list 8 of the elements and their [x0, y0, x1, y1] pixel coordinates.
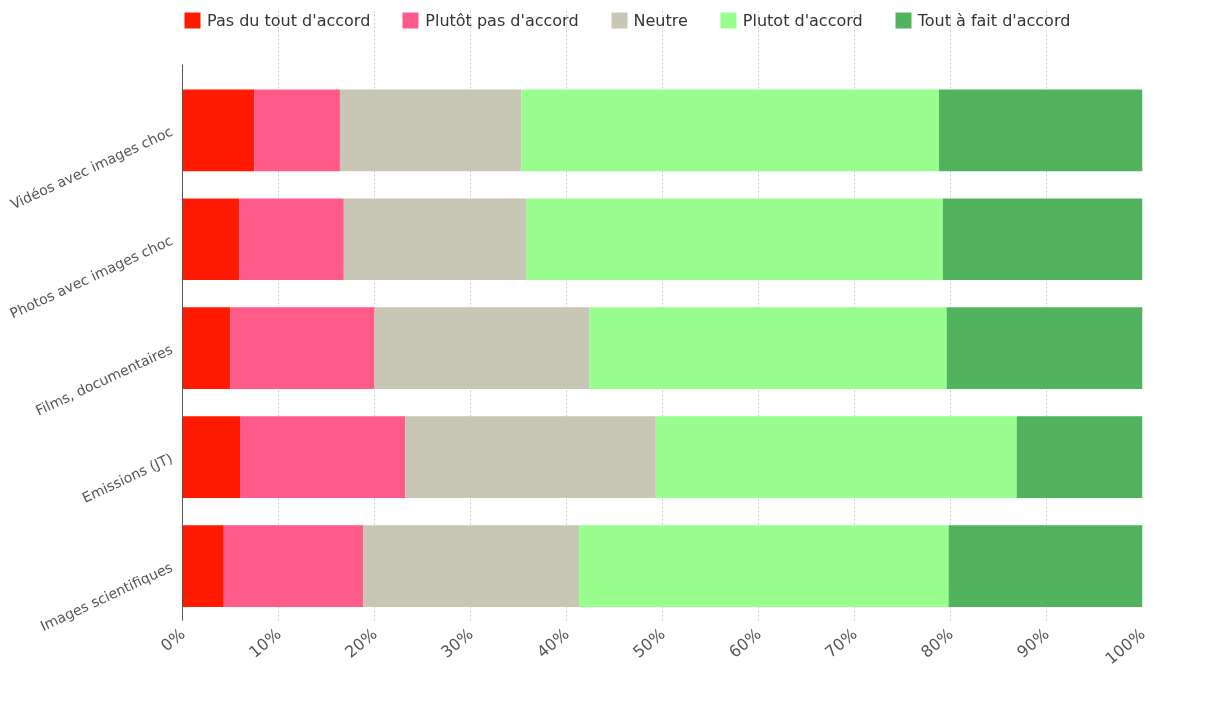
- x-tick-label: 0%: [156, 624, 189, 656]
- legend-label: Plutôt pas d'accord: [425, 10, 579, 30]
- x-tick-label: 70%: [821, 624, 861, 662]
- legend-label: Plutot d'accord: [742, 10, 863, 30]
- legend-label: Neutre: [633, 10, 688, 30]
- x-tick-label: 40%: [533, 624, 573, 662]
- legend-label: Tout à fait d'accord: [917, 10, 1071, 30]
- legend-label: Pas du tout d'accord: [207, 10, 371, 30]
